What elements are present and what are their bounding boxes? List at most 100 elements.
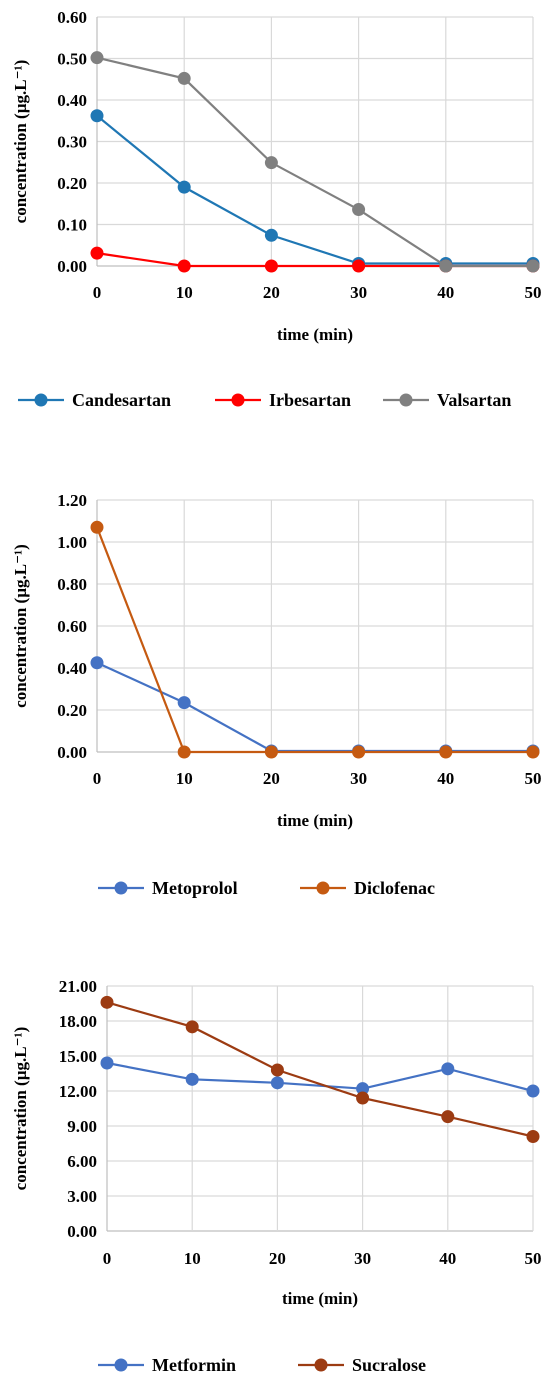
legend: Metformin Sucralose	[98, 1355, 426, 1375]
data-point	[270, 1076, 284, 1090]
legend: Candesartan Irbesartan Valsartan	[18, 390, 511, 410]
data-point	[356, 1082, 370, 1096]
data-point	[177, 180, 191, 194]
legend-item-candesartan: Candesartan	[18, 390, 171, 410]
data-point	[352, 259, 366, 273]
series-line	[96, 661, 533, 753]
data-point	[177, 745, 191, 759]
y-tick-label: 0.20	[57, 174, 87, 193]
data-point	[185, 1072, 199, 1086]
legend-label: Metoprolol	[152, 878, 238, 898]
x-tick-label: 20	[263, 769, 280, 788]
y-axis-title: concentration (µg.L⁻¹)	[11, 60, 30, 224]
legend-marker	[314, 1358, 328, 1372]
x-tick-label: 40	[437, 769, 454, 788]
y-tick-label: 21.00	[59, 977, 97, 996]
data-point	[264, 745, 278, 759]
x-tick-label: 30	[354, 1249, 371, 1268]
chart-panel-metformin-sucralose: 0.00 3.00 6.00 9.00 12.00 15.00 18.00 21.00 0 10 2…	[11, 977, 542, 1375]
series-candesartan	[90, 109, 540, 271]
x-tick-label: 30	[350, 283, 367, 302]
data-point	[90, 520, 104, 534]
chart-panel-metoprolol-diclofenac: 0.00 0.20 0.40 0.60 0.80 1.00 1.20 0 10 20 30 40 50 t…	[11, 491, 542, 898]
x-axis-title: time (min)	[277, 325, 353, 344]
legend-label: Diclofenac	[354, 878, 435, 898]
legend-item-diclofenac: Diclofenac	[300, 878, 435, 898]
y-tick-label: 0.10	[57, 216, 87, 235]
legend-item-valsartan: Valsartan	[383, 390, 511, 410]
x-axis-title: time (min)	[277, 811, 353, 830]
y-axis-title: concentration (µg.L⁻¹)	[11, 544, 30, 708]
y-tick-label: 0.80	[57, 575, 87, 594]
data-point	[264, 228, 278, 242]
gridlines	[106, 985, 534, 1232]
y-tick-label: 9.00	[67, 1117, 97, 1136]
series-line	[95, 526, 533, 754]
legend-label: Metformin	[152, 1355, 236, 1375]
legend-marker	[34, 393, 48, 407]
y-tick-label: 6.00	[67, 1152, 97, 1171]
y-tick-label: 0.60	[57, 617, 87, 636]
x-tick-label: 0	[93, 283, 102, 302]
data-point	[177, 259, 191, 273]
x-axis-title: time (min)	[282, 1289, 358, 1308]
y-tick-label: 0.00	[57, 257, 87, 276]
x-tick-label: 10	[176, 769, 193, 788]
data-point	[90, 246, 104, 260]
x-tick-label: 0	[103, 1249, 112, 1268]
y-tick-label: 15.00	[59, 1047, 97, 1066]
y-tick-label: 0.00	[67, 1222, 97, 1241]
series-line	[96, 56, 533, 268]
series-line	[96, 114, 533, 265]
series-metformin	[100, 1056, 540, 1098]
y-tick-label: 0.40	[57, 659, 87, 678]
y-tick-label: 0.60	[57, 8, 87, 27]
legend-marker	[316, 881, 330, 895]
data-point	[352, 203, 366, 217]
data-point	[185, 1020, 199, 1034]
x-tick-label: 10	[176, 283, 193, 302]
x-tick-label: 50	[525, 769, 542, 788]
legend-item-irbesartan: Irbesartan	[215, 390, 351, 410]
legend-marker	[114, 1358, 128, 1372]
x-tick-label: 40	[439, 1249, 456, 1268]
y-tick-label: 0.20	[57, 701, 87, 720]
y-tick-label: 1.20	[57, 491, 87, 510]
series-line	[106, 1061, 534, 1093]
y-axis-title: concentration (µg.L⁻¹)	[11, 1027, 30, 1191]
series-diclofenac	[90, 520, 540, 759]
gridlines	[96, 16, 534, 267]
legend-marker	[114, 881, 128, 895]
data-point	[526, 259, 540, 273]
chart-panel-candesartan-irbesartan-valsartan: 0.00 0.10 0.20 0.30 0.40 0.50 0.60 0 10 20 30 40 50 t…	[11, 8, 542, 410]
data-point	[439, 259, 453, 273]
legend-item-metoprolol: Metoprolol	[98, 878, 238, 898]
data-point	[356, 1091, 370, 1105]
data-point	[352, 745, 366, 759]
x-tick-label: 20	[263, 283, 280, 302]
x-tick-label: 20	[269, 1249, 286, 1268]
data-point	[100, 995, 114, 1009]
series-line	[106, 1001, 534, 1138]
legend-label: Irbesartan	[269, 390, 351, 410]
x-tick-label: 50	[525, 1249, 542, 1268]
legend-label: Valsartan	[437, 390, 511, 410]
series-metoprolol	[90, 656, 540, 758]
x-tick-label: 0	[93, 769, 102, 788]
data-point	[526, 1130, 540, 1143]
y-tick-label: 0.40	[57, 91, 87, 110]
data-point	[270, 1063, 284, 1077]
legend-label: Sucralose	[352, 1355, 426, 1375]
y-tick-label: 12.00	[59, 1082, 97, 1101]
y-tick-label: 0.50	[57, 50, 87, 69]
series-sucralose	[100, 995, 540, 1143]
data-point	[100, 1056, 114, 1070]
legend-item-sucralose: Sucralose	[298, 1355, 426, 1375]
data-point	[177, 71, 191, 85]
data-point	[264, 156, 278, 170]
legend-marker	[399, 393, 413, 407]
data-point	[441, 1062, 455, 1076]
data-point	[90, 656, 104, 670]
x-tick-label: 10	[184, 1249, 201, 1268]
